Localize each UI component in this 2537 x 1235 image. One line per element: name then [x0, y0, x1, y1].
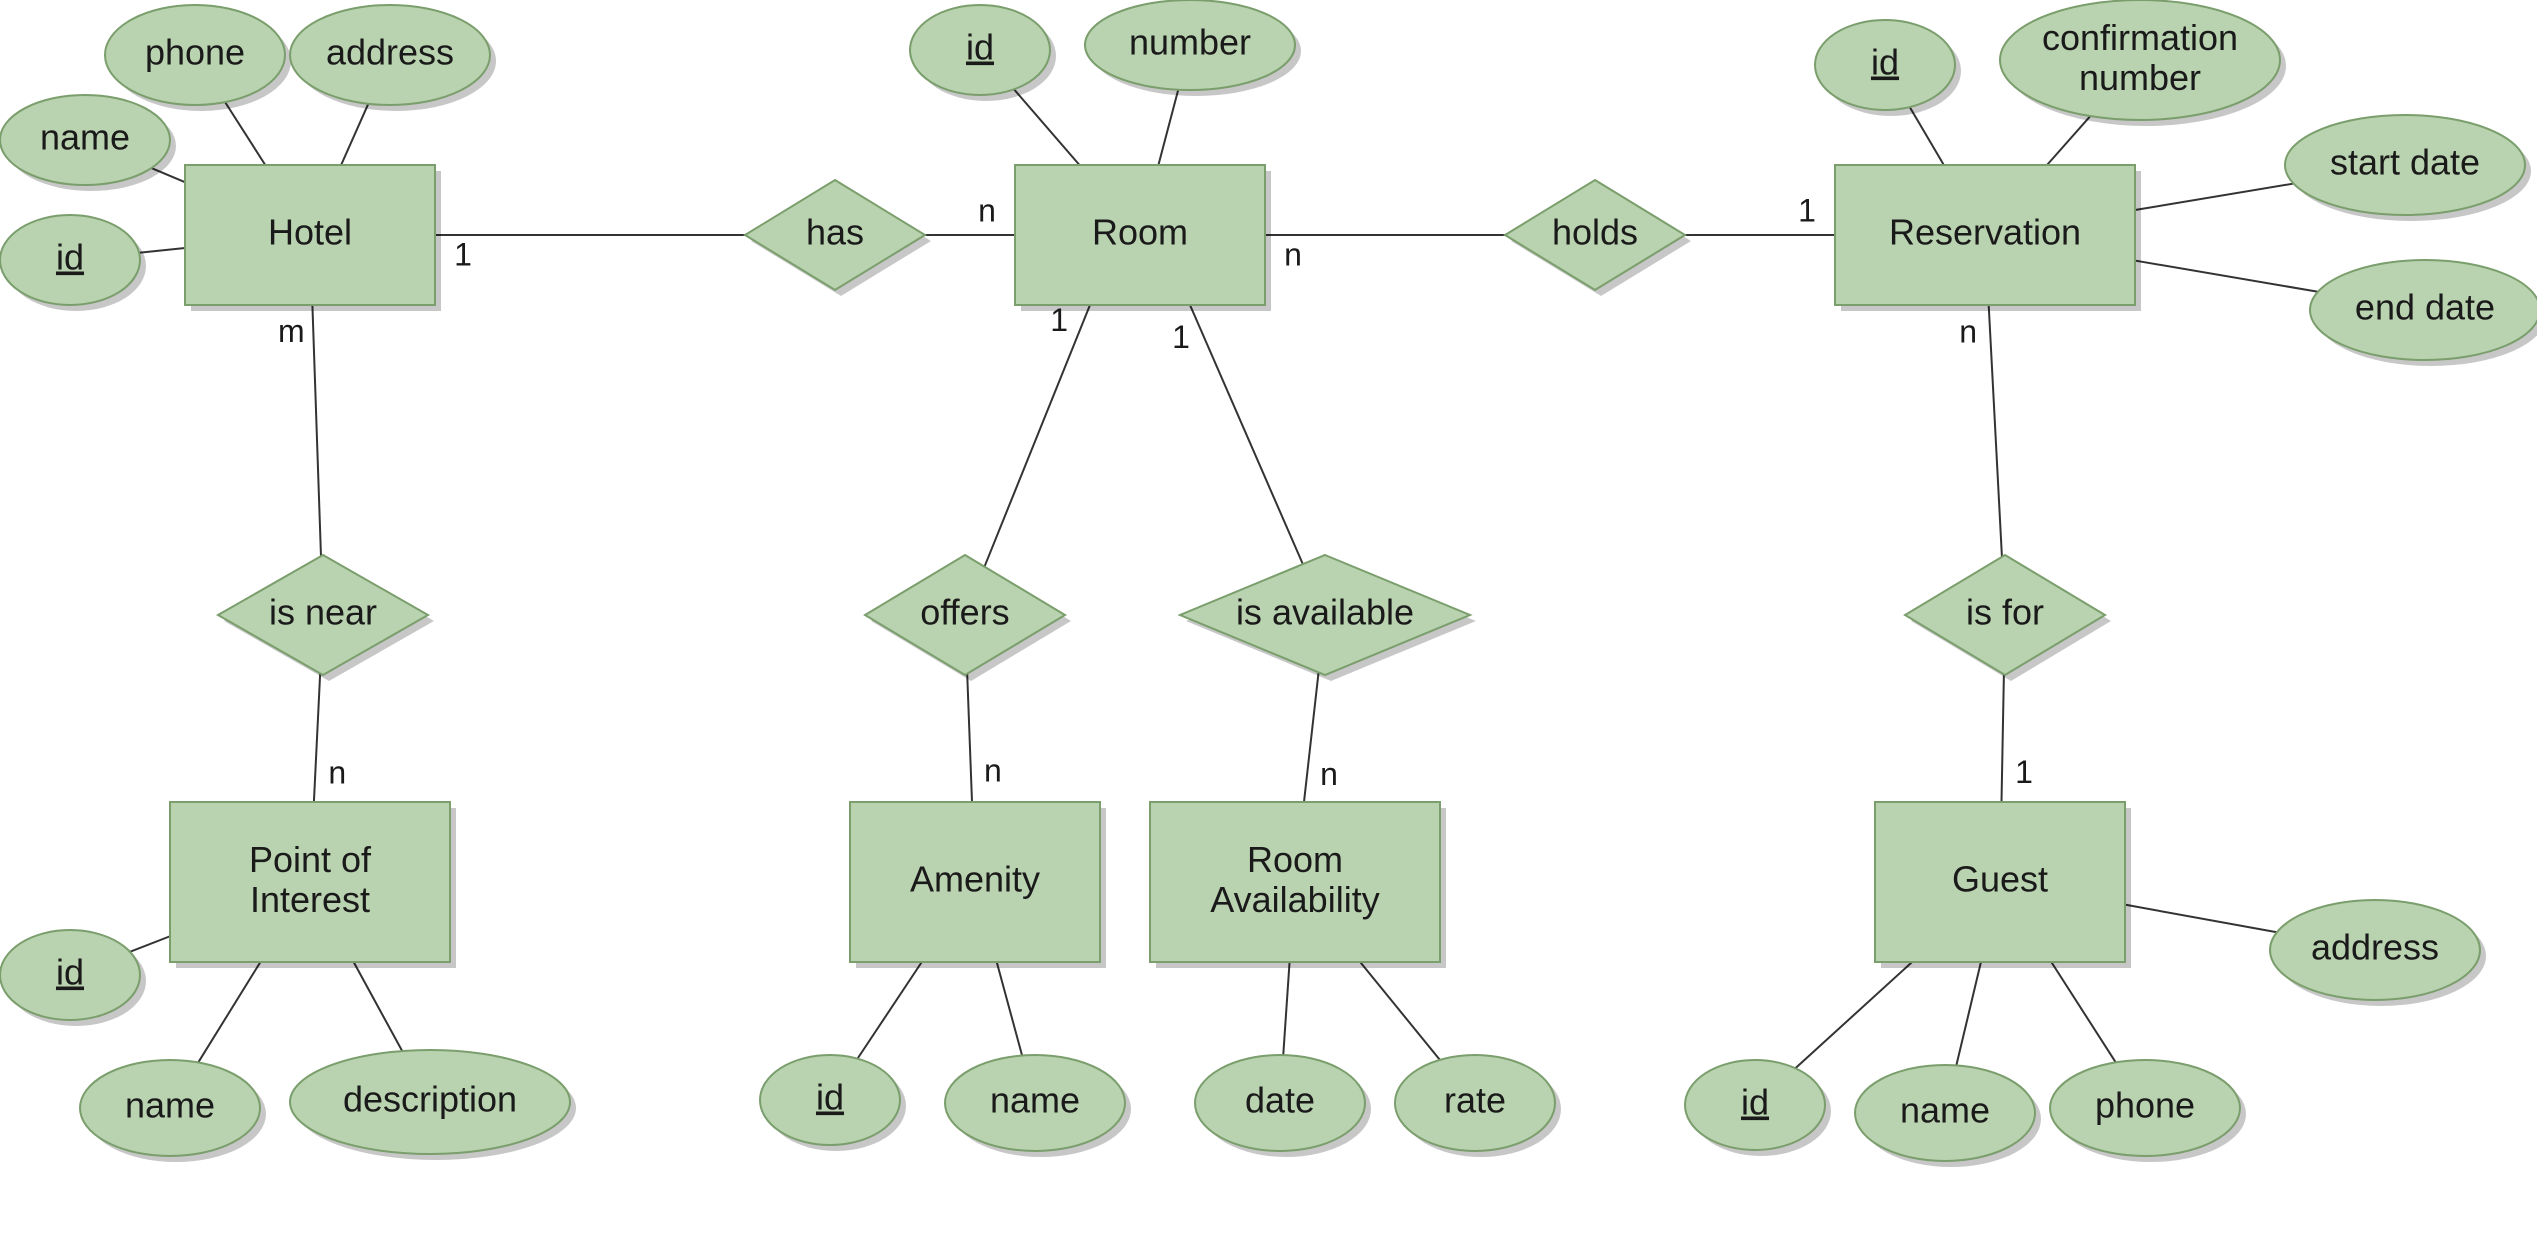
- attribute-poi_desc-label: description: [343, 1079, 517, 1120]
- edge: [967, 674, 972, 802]
- attribute-amen_id-label: id: [816, 1077, 844, 1118]
- edge: [1190, 305, 1303, 564]
- cardinality: n: [1284, 236, 1302, 272]
- attr-edge: [2125, 905, 2277, 933]
- attribute-amen_name-label: name: [990, 1080, 1080, 1121]
- attribute-hotel_phone-label: phone: [145, 32, 245, 73]
- attr-edge: [2047, 116, 2090, 165]
- attribute-hotel_address-label: address: [326, 32, 454, 73]
- edge: [2001, 674, 2003, 802]
- attribute-poi_name-label: name: [125, 1085, 215, 1126]
- attr-edge: [341, 104, 368, 165]
- edge: [984, 305, 1090, 567]
- attribute-hotel_id-label: id: [56, 237, 84, 278]
- cardinality: m: [278, 313, 305, 349]
- cardinality: n: [328, 755, 346, 791]
- attribute-guest_id-label: id: [1741, 1082, 1769, 1123]
- attr-edge: [1014, 89, 1079, 165]
- attr-edge: [354, 962, 403, 1051]
- er-diagram: phoneaddressnameididnumberidconfirmation…: [0, 0, 2537, 1235]
- attribute-room_id-label: id: [966, 27, 994, 68]
- attr-edge: [1956, 962, 1981, 1065]
- attr-edge: [1283, 962, 1289, 1055]
- entity-room-label: Room: [1092, 212, 1188, 253]
- cardinality: 1: [1050, 302, 1068, 338]
- attr-edge: [1795, 962, 1912, 1068]
- attr-edge: [130, 936, 170, 952]
- attr-edge: [1158, 90, 1178, 165]
- attribute-guest_addr-label: address: [2311, 927, 2439, 968]
- relationship-offers-label: offers: [920, 592, 1009, 633]
- cardinality: n: [984, 753, 1002, 789]
- attr-edge: [2135, 261, 2318, 292]
- attribute-hotel_name-label: name: [40, 117, 130, 158]
- attribute-guest_name-label: name: [1900, 1090, 1990, 1131]
- edge: [1304, 672, 1319, 802]
- relationship-isnear-label: is near: [269, 592, 377, 633]
- attribute-poi_id-label: id: [56, 952, 84, 993]
- attribute-room_number-label: number: [1129, 22, 1251, 63]
- attr-edge: [2051, 962, 2115, 1062]
- edge: [314, 673, 320, 802]
- relationship-holds-label: holds: [1552, 212, 1638, 253]
- cardinality: 1: [2015, 754, 2033, 790]
- entity-guest-label: Guest: [1952, 859, 2048, 900]
- cardinality: n: [1320, 756, 1338, 792]
- attribute-resv_start-label: start date: [2330, 142, 2480, 183]
- attr-edge: [198, 962, 260, 1062]
- attribute-avail_date-label: date: [1245, 1080, 1315, 1121]
- entity-resv-label: Reservation: [1889, 212, 2081, 253]
- cardinality: n: [1959, 314, 1977, 350]
- attribute-avail_rate-label: rate: [1444, 1080, 1506, 1121]
- attribute-resv_id-label: id: [1871, 42, 1899, 83]
- attr-edge: [1360, 962, 1440, 1060]
- relationship-isfor-label: is for: [1966, 592, 2044, 633]
- edge: [1989, 305, 2002, 557]
- relationship-has-label: has: [806, 212, 864, 253]
- attr-edge: [858, 962, 922, 1059]
- attr-edge: [139, 248, 185, 253]
- entity-poi-label: Point ofInterest: [249, 839, 372, 920]
- cardinality: 1: [1172, 319, 1190, 355]
- attr-edge: [1910, 107, 1944, 165]
- attr-edge: [2135, 184, 2294, 210]
- entity-amen-label: Amenity: [910, 859, 1040, 900]
- relationship-isavail-label: is available: [1236, 592, 1414, 633]
- attribute-resv_end-label: end date: [2355, 287, 2495, 328]
- cardinality: 1: [1798, 192, 1816, 228]
- edge: [312, 305, 321, 556]
- cardinality: n: [978, 192, 996, 228]
- attr-edge: [997, 962, 1022, 1055]
- cardinality: 1: [454, 236, 472, 272]
- attr-edge: [225, 102, 265, 165]
- entity-hotel-label: Hotel: [268, 212, 352, 253]
- attribute-guest_phone-label: phone: [2095, 1085, 2195, 1126]
